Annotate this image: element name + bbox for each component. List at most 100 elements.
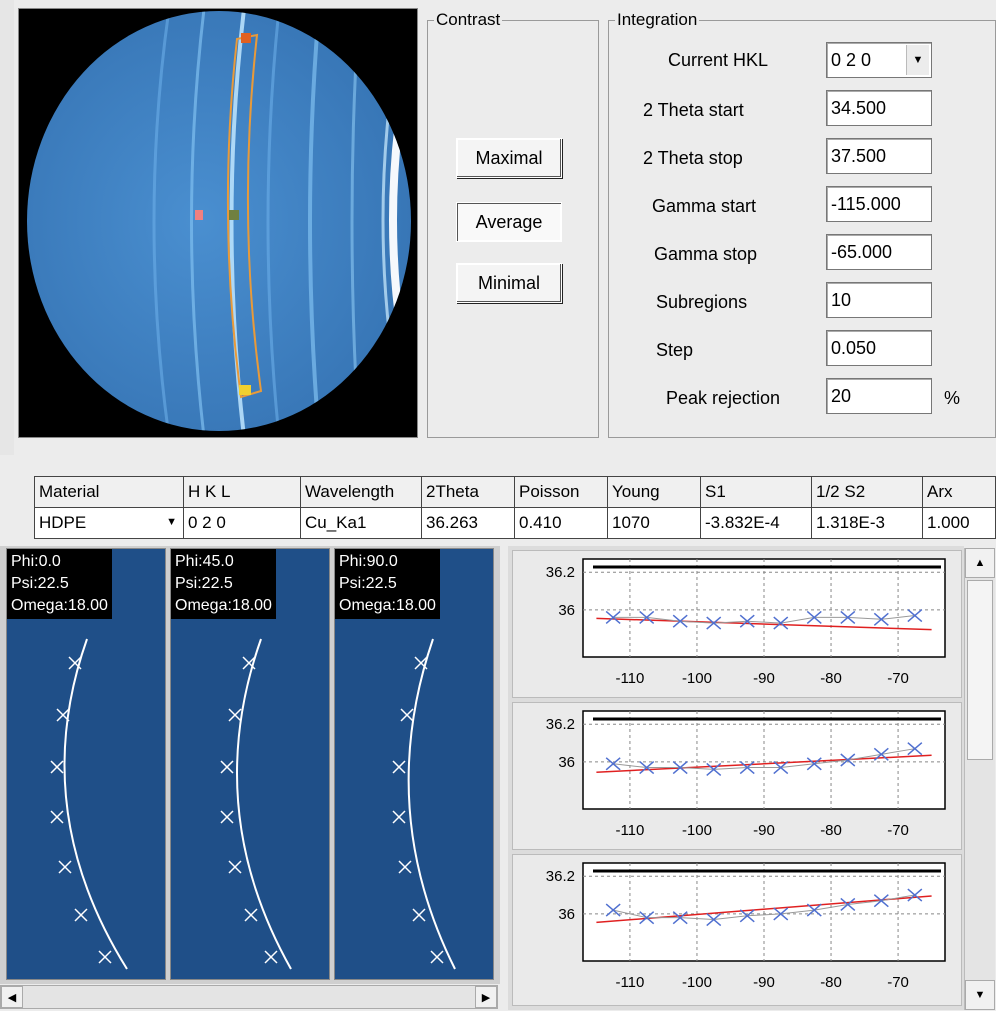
subregions-input[interactable]: 10 [826,282,932,318]
col-header-material: Material [35,477,184,508]
chevron-down-icon[interactable]: ▼ [166,516,177,528]
y-tick-label: 36 [558,602,575,619]
x-tick-label: -80 [820,974,842,991]
integration-title: Integration [615,10,699,30]
frame-image-3[interactable]: Phi:90.0 Psi:22.5 Omega:18.00 [334,548,494,980]
x-tick-label: -100 [682,822,712,839]
current-hkl-value: 0 2 0 [831,50,871,71]
current-hkl-label: Current HKL [668,50,768,71]
cell-young[interactable]: 1070 [608,508,701,539]
frame-2-psi: Psi:22.5 [175,573,272,595]
x-tick-label: -90 [753,670,775,687]
col-header-arx: Arx [923,477,996,508]
minimal-button[interactable]: Minimal [456,263,562,303]
scroll-right-button[interactable]: ▶ [475,986,497,1008]
scroll-down-button[interactable]: ▼ [965,980,995,1010]
x-tick-label: -80 [820,822,842,839]
frame-1-info: Phi:0.0 Psi:22.5 Omega:18.00 [7,549,112,619]
gamma-stop-label: Gamma stop [654,244,757,265]
integration-group: Integration [608,10,996,438]
contrast-title: Contrast [434,10,502,30]
x-tick-label: -100 [682,670,712,687]
plot-1[interactable]: -110 -100 -90 -80 -70 36.2 36 [512,550,962,698]
col-header-poisson: Poisson [515,477,608,508]
frame-3-psi: Psi:22.5 [339,573,436,595]
col-header-hkl: H K L [184,477,301,508]
roi-handle-top[interactable] [241,33,251,43]
cell-2theta[interactable]: 36.263 [422,508,515,539]
frame-1-phi: Phi:0.0 [11,551,108,573]
roi-handle-bottom[interactable] [239,385,251,395]
frame-2-info: Phi:45.0 Psi:22.5 Omega:18.00 [171,549,276,619]
roi-handle-center[interactable] [229,210,239,220]
frame-3-info: Phi:90.0 Psi:22.5 Omega:18.00 [335,549,440,619]
gamma-start-label: Gamma start [652,196,756,217]
x-tick-label: -70 [887,974,909,991]
frame-3-omega: Omega:18.00 [339,595,436,617]
plot-3[interactable]: -110 -100 -90 -80 -70 36.2 36 [512,854,962,1006]
plot-1-canvas: -110 -100 -90 -80 -7036.236 [513,551,961,697]
frame-image-1[interactable]: Phi:0.0 Psi:22.5 Omega:18.00 [6,548,166,980]
cell-hkl[interactable]: 0 2 0 [184,508,301,539]
frame-1-psi: Psi:22.5 [11,573,108,595]
gamma-stop-input[interactable]: -65.000 [826,234,932,270]
x-tick-label: -80 [820,670,842,687]
y-tick-label: 36.2 [546,868,575,885]
x-tick-label: -110 [615,974,644,991]
x-tick-label: -90 [753,822,775,839]
x-tick-label: -110 [615,670,644,687]
frame-2-phi: Phi:45.0 [175,551,272,573]
col-header-wavelength: Wavelength [301,477,422,508]
plot-3-canvas: -110 -100 -90 -80 -70 36.2 36 [513,855,961,1005]
two-theta-stop-input[interactable]: 37.500 [826,138,932,174]
frame-2-omega: Omega:18.00 [175,595,272,617]
maximal-button[interactable]: Maximal [456,138,562,178]
average-button[interactable]: Average [456,202,562,242]
y-tick-label: 36.2 [546,564,575,581]
material-value: HDPE [39,513,86,532]
col-header-half-s2: 1/2 S2 [812,477,923,508]
detector-image-canvas[interactable] [19,9,417,437]
cell-half-s2[interactable]: 1.318E-3 [812,508,923,539]
subregions-label: Subregions [656,292,747,313]
scroll-up-button[interactable]: ▲ [965,548,995,578]
plot-2-canvas: -110 -100 -90 -80 -7036.236 [513,703,961,849]
peak-rejection-unit: % [944,388,960,409]
y-tick-label: 36 [558,906,575,923]
y-tick-label: 36 [558,754,575,771]
left-panel-edge [0,0,14,455]
peak-rejection-input[interactable]: 20 [826,378,932,414]
two-theta-start-input[interactable]: 34.500 [826,90,932,126]
col-header-2theta: 2Theta [422,477,515,508]
frame-image-2[interactable]: Phi:45.0 Psi:22.5 Omega:18.00 [170,548,330,980]
current-hkl-select[interactable]: 0 2 0 ▼ [826,42,932,78]
step-label: Step [656,340,693,361]
frame-3-phi: Phi:90.0 [339,551,436,573]
material-select[interactable]: HDPE ▼ [35,508,184,539]
material-table: Material H K L Wavelength 2Theta Poisson… [34,476,996,539]
frames-horizontal-scrollbar[interactable]: ◀ ▶ [0,985,498,1009]
frame-1-omega: Omega:18.00 [11,595,108,617]
roi-handle-left[interactable] [195,210,203,220]
cell-wavelength[interactable]: Cu_Ka1 [301,508,422,539]
col-header-young: Young [608,477,701,508]
x-tick-label: -110 [615,822,644,839]
scroll-left-button[interactable]: ◀ [1,986,23,1008]
table-row[interactable]: HDPE ▼ 0 2 0 Cu_Ka1 36.263 0.410 1070 -3… [35,508,996,539]
detector-image[interactable] [18,8,418,438]
x-tick-label: -70 [887,822,909,839]
cell-arx[interactable]: 1.000 [923,508,996,539]
gamma-start-input[interactable]: -115.000 [826,186,932,222]
chevron-down-icon[interactable]: ▼ [906,45,929,75]
step-input[interactable]: 0.050 [826,330,932,366]
x-tick-label: -100 [682,974,712,991]
plots-vertical-scrollbar[interactable]: ▲ ▼ [964,548,995,1010]
scroll-thumb[interactable] [967,580,993,760]
two-theta-stop-label: 2 Theta stop [643,148,743,169]
two-theta-start-label: 2 Theta start [643,100,744,121]
plot-2[interactable]: -110 -100 -90 -80 -70 36.2 36 [512,702,962,850]
table-header-row: Material H K L Wavelength 2Theta Poisson… [35,477,996,508]
cell-s1[interactable]: -3.832E-4 [701,508,812,539]
cell-poisson[interactable]: 0.410 [515,508,608,539]
x-tick-label: -90 [753,974,775,991]
